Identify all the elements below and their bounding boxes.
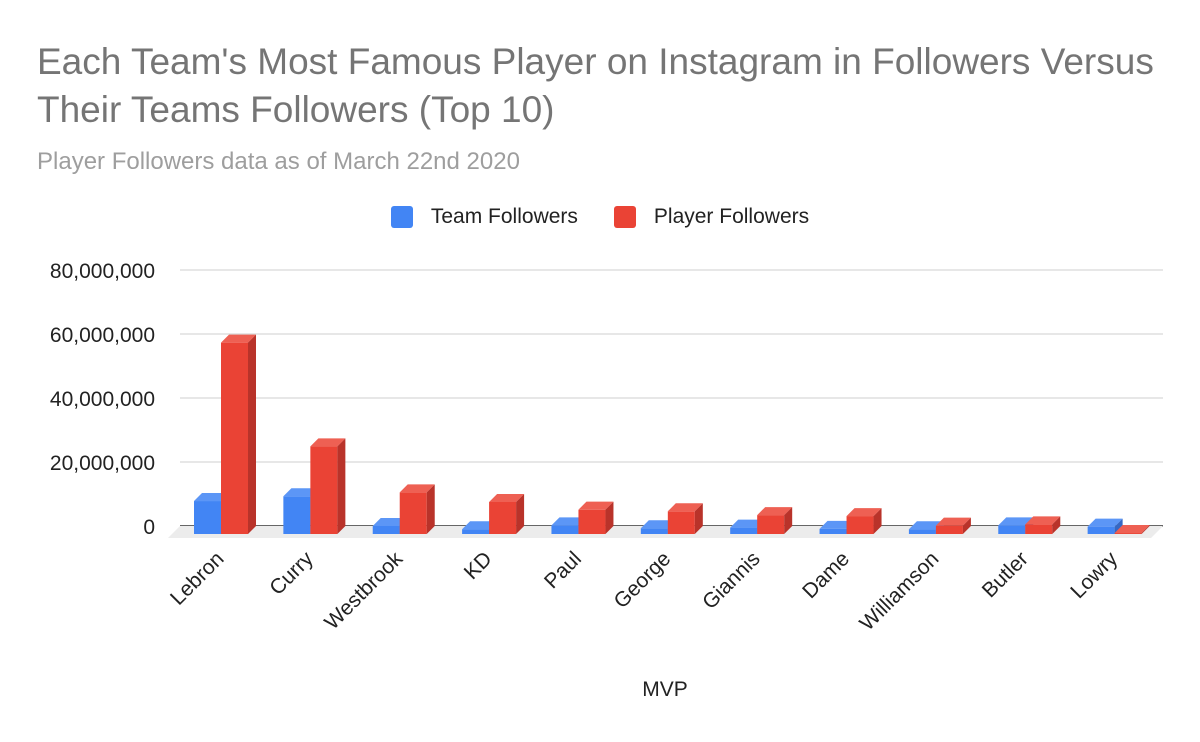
bar-top-face bbox=[399, 484, 435, 493]
bar-top-face bbox=[1087, 518, 1123, 527]
x-tick-labels: Lebron Curry Westbrook KD Paul George Giannis D… bbox=[166, 547, 1122, 635]
bar-top-face bbox=[194, 493, 229, 502]
bar-front-face bbox=[462, 529, 490, 534]
bar-front-face bbox=[908, 529, 936, 534]
bar-front-face bbox=[1087, 526, 1115, 534]
bar-front-face bbox=[489, 502, 517, 534]
bar-top-face bbox=[489, 494, 525, 502]
bar-front-face bbox=[1114, 533, 1142, 534]
bar-front-face bbox=[372, 526, 400, 534]
bar-top-face bbox=[462, 521, 498, 530]
bar-front-face bbox=[819, 528, 847, 534]
bar-front-face bbox=[935, 525, 963, 534]
bar-top-face bbox=[310, 438, 346, 447]
bar-side-face bbox=[873, 508, 882, 534]
legend: Team Followers Player Followers bbox=[0, 205, 1200, 229]
bar-top-face bbox=[640, 520, 676, 529]
bar-top-face bbox=[730, 519, 766, 528]
x-tick-label: Williamson bbox=[855, 547, 943, 635]
bar-player-curry[interactable] bbox=[310, 438, 346, 534]
bar-front-face bbox=[667, 511, 695, 534]
bar-front-face bbox=[846, 516, 874, 534]
bar-front-face bbox=[578, 509, 606, 534]
x-axis-title: MVP bbox=[642, 678, 688, 701]
x-tick-label: Lowry bbox=[1066, 547, 1122, 603]
bar-side-face bbox=[784, 507, 793, 534]
bar-top-face bbox=[998, 517, 1034, 526]
bar-top-face bbox=[283, 488, 319, 497]
bar-player-kd[interactable] bbox=[489, 494, 525, 534]
bar-side-face bbox=[694, 503, 703, 534]
bar-team-lowry[interactable] bbox=[1087, 518, 1123, 534]
bar-player-williamson[interactable] bbox=[935, 517, 971, 534]
bar-top-face bbox=[667, 503, 703, 512]
bar-top-face bbox=[578, 501, 614, 510]
bar-player-george[interactable] bbox=[667, 503, 703, 534]
bar-top-face bbox=[1114, 525, 1150, 534]
chart-subtitle: Player Followers data as of March 22nd 2… bbox=[37, 148, 520, 175]
legend-item-team[interactable]: Team Followers bbox=[390, 205, 578, 229]
y-tick-label: 0 bbox=[143, 516, 155, 539]
bar-side-face bbox=[337, 438, 346, 534]
legend-label-team: Team Followers bbox=[430, 205, 578, 228]
bar-top-face bbox=[757, 507, 793, 516]
legend-swatch-player bbox=[613, 206, 636, 228]
x-tick-label: Giannis bbox=[698, 547, 765, 614]
bar-front-face bbox=[551, 525, 579, 534]
bar-front-face bbox=[1025, 524, 1053, 534]
bars bbox=[194, 334, 1150, 534]
chart-title: Each Team's Most Famous Player on Instag… bbox=[37, 41, 1154, 130]
bar-player-westbrook[interactable] bbox=[399, 484, 435, 534]
bar-front-face bbox=[640, 528, 668, 534]
y-tick-label: 80,000,000 bbox=[50, 260, 155, 283]
bar-player-giannis[interactable] bbox=[757, 507, 793, 534]
bar-front-face bbox=[730, 527, 758, 534]
x-tick-label: Lebron bbox=[166, 547, 229, 610]
bar-front-face bbox=[757, 515, 785, 534]
bar-front-face bbox=[221, 342, 248, 534]
bar-side-face bbox=[1114, 518, 1123, 534]
bar-top-face bbox=[1025, 516, 1061, 525]
bar-side-face bbox=[1052, 516, 1061, 534]
bar-player-lowry[interactable] bbox=[1114, 525, 1150, 534]
x-tick-label: KD bbox=[460, 547, 497, 584]
bar-side-face bbox=[1141, 525, 1150, 534]
bar-front-face bbox=[998, 525, 1026, 534]
x-tick-label: Dame bbox=[798, 547, 854, 603]
y-tick-label: 60,000,000 bbox=[50, 324, 155, 347]
bar-top-face bbox=[372, 518, 408, 526]
legend-item-player[interactable]: Player Followers bbox=[613, 205, 810, 229]
bar-player-paul[interactable] bbox=[578, 501, 614, 534]
bar-player-lebron[interactable] bbox=[221, 334, 256, 534]
bar-front-face bbox=[194, 501, 221, 534]
legend-swatch-team bbox=[390, 206, 413, 228]
bar-side-face bbox=[426, 484, 435, 534]
bar-side-face bbox=[248, 334, 256, 534]
bar-side-face bbox=[962, 517, 971, 534]
bar-side-face bbox=[605, 501, 614, 534]
bar-top-face bbox=[908, 521, 944, 530]
bar-top-face bbox=[846, 508, 882, 517]
legend-label-player: Player Followers bbox=[653, 205, 810, 228]
y-tick-labels: 0 20,000,000 40,000,000 60,000,000 80,000,00… bbox=[50, 260, 155, 539]
bar-player-dame[interactable] bbox=[846, 508, 882, 534]
x-tick-label: George bbox=[610, 547, 676, 613]
bar-team-lebron[interactable] bbox=[194, 493, 229, 534]
bar-front-face bbox=[399, 492, 427, 534]
bar-front-face bbox=[283, 496, 311, 534]
bar-top-face bbox=[551, 517, 587, 526]
x-tick-label: Westbrook bbox=[320, 547, 407, 634]
y-tick-label: 20,000,000 bbox=[50, 452, 155, 475]
x-tick-label: Paul bbox=[540, 547, 586, 593]
bar-player-butler[interactable] bbox=[1025, 516, 1061, 534]
bar-top-face bbox=[819, 520, 855, 529]
y-tick-label: 40,000,000 bbox=[50, 388, 155, 411]
bar-front-face bbox=[310, 446, 338, 534]
x-tick-label: Curry bbox=[265, 547, 318, 600]
bar-top-face bbox=[935, 517, 971, 526]
x-tick-label: Butler bbox=[978, 547, 1033, 602]
bar-top-face bbox=[221, 334, 256, 343]
bar-side-face bbox=[516, 494, 525, 534]
